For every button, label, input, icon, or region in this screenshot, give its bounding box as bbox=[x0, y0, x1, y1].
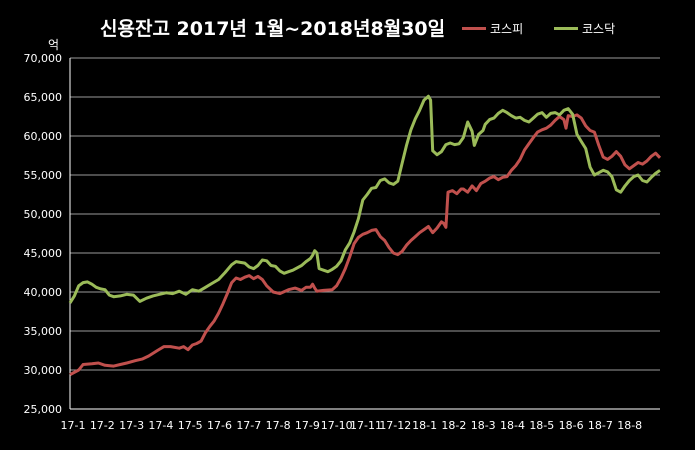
legend-item-kospi: 코스피 bbox=[462, 20, 523, 37]
legend-label-kospi: 코스피 bbox=[490, 22, 524, 36]
x-tick-label: 17-6 bbox=[207, 419, 232, 432]
x-tick-label: 17-10 bbox=[321, 419, 353, 432]
y-tick-label: 60,000 bbox=[24, 130, 63, 143]
x-tick-label: 18-1 bbox=[412, 419, 437, 432]
y-tick-label: 50,000 bbox=[24, 208, 63, 221]
x-tick-label: 17-7 bbox=[236, 419, 261, 432]
legend-item-kosdaq: 코스닥 bbox=[554, 20, 615, 37]
x-tick-label: 17-8 bbox=[266, 419, 291, 432]
x-tick-label: 17-1 bbox=[61, 419, 86, 432]
y-tick-label: 40,000 bbox=[24, 286, 63, 299]
x-tick-label: 18-8 bbox=[617, 419, 642, 432]
y-tick-label: 65,000 bbox=[24, 91, 63, 104]
y-tick-label: 25,000 bbox=[24, 403, 63, 416]
x-tick-label: 17-11 bbox=[350, 419, 382, 432]
x-tick-label: 18-3 bbox=[471, 419, 496, 432]
x-tick-label: 17-4 bbox=[148, 419, 173, 432]
x-tick-label: 18-5 bbox=[529, 419, 554, 432]
x-tick-label: 17-2 bbox=[90, 419, 115, 432]
y-tick-label: 30,000 bbox=[24, 364, 63, 377]
legend-swatch-kosdaq bbox=[554, 27, 578, 30]
series-line-kospi bbox=[69, 113, 662, 377]
legend-label-kosdaq: 코스닥 bbox=[582, 22, 616, 36]
chart-title: 신용잔고 2017년 1월~2018년8월30일 bbox=[100, 18, 446, 40]
x-tick-label: 18-6 bbox=[559, 419, 584, 432]
x-tick-label: 18-4 bbox=[500, 419, 525, 432]
series-line-kosdaq bbox=[68, 94, 661, 304]
y-tick-label: 70,000 bbox=[24, 52, 63, 65]
x-tick-label: 17-12 bbox=[379, 419, 411, 432]
x-tick-label: 17-9 bbox=[295, 419, 320, 432]
x-tick-label: 18-7 bbox=[588, 419, 613, 432]
y-axis-unit-label: 억 bbox=[48, 38, 60, 52]
x-tick-label: 17-3 bbox=[119, 419, 144, 432]
y-tick-label: 45,000 bbox=[24, 247, 63, 260]
y-tick-label: 35,000 bbox=[24, 325, 63, 338]
x-tick-label: 17-5 bbox=[178, 419, 203, 432]
y-tick-label: 55,000 bbox=[24, 169, 63, 182]
legend-swatch-kospi bbox=[462, 27, 486, 30]
x-tick-label: 18-2 bbox=[441, 419, 466, 432]
